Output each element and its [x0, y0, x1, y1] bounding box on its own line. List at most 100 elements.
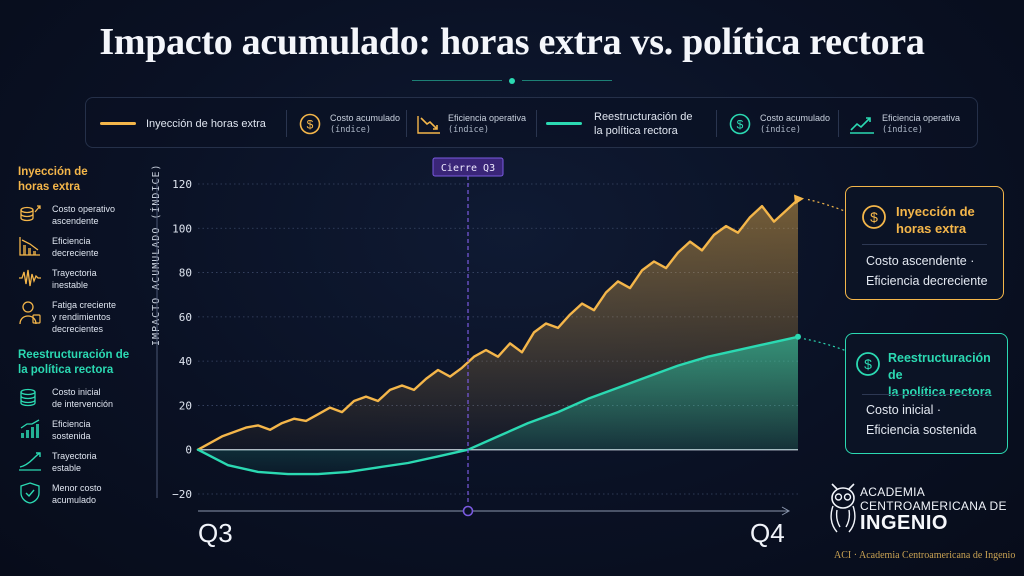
- callout-body-line: Eficiencia decreciente: [866, 274, 988, 288]
- marker-axis-dot: [462, 505, 474, 517]
- y-tick-label: −20: [172, 488, 192, 501]
- legend-series-overtime: Inyección de horas extra: [100, 98, 266, 149]
- sidebar-item-text: y rendimientos: [52, 312, 111, 322]
- title-divider: [412, 78, 612, 84]
- sidebar-heading-line: la política rectora: [18, 364, 114, 376]
- callout-divider: [862, 394, 991, 395]
- sidebar-item-text: sostenida: [52, 431, 91, 441]
- sidebar-heading-line: Inyección de: [18, 166, 88, 178]
- waveform-icon: [19, 269, 41, 287]
- legend-label: Eficiencia operativa: [448, 113, 527, 123]
- legend-label: Costo acumulado: [760, 113, 831, 123]
- legend-unit: (índice): [882, 125, 923, 135]
- sidebar-item: Eficiencia sostenida: [18, 418, 138, 442]
- sidebar-item: Costo inicial de intervención: [18, 386, 138, 410]
- series-line: [196, 198, 800, 451]
- dollar-circle-icon: $: [299, 113, 321, 134]
- callout-heading-line: horas extra: [896, 221, 967, 236]
- sidebar-item: Menor costo acumulado: [18, 482, 138, 506]
- coin-stack-up-icon: [20, 205, 41, 222]
- y-tick-label: 120: [172, 178, 192, 191]
- legend-line-teal: [546, 122, 582, 125]
- page-title: Impacto acumulado: horas extra vs. polít…: [99, 21, 925, 63]
- sidebar-item: Fatiga creciente y rendimientos decrecient…: [18, 299, 138, 335]
- brand-line: ACADEMIA: [860, 485, 926, 499]
- brand-name: INGENIO: [860, 512, 948, 534]
- callout-heading: Reestructuración de la política rectora: [888, 350, 1007, 401]
- sidebar-item-text: de intervención: [52, 399, 114, 409]
- legend-divider: [406, 110, 407, 137]
- series-end-arrow: [794, 194, 804, 205]
- sidebar-policy: Reestructuración de la política rectora …: [18, 348, 138, 506]
- sidebar-item: Trayectoria inestable: [18, 267, 138, 291]
- sidebar-item-text: ascendente: [52, 216, 99, 226]
- marker-label-box: [432, 157, 504, 177]
- owl-logo-icon: [830, 483, 856, 533]
- x-axis-start-label: Q3: [198, 518, 233, 548]
- legend-label: Reestructuración de: [594, 110, 693, 123]
- sidebar-item-text: Eficiencia: [52, 419, 91, 429]
- legend-s2-eff: Eficiencia operativa (índice): [848, 98, 960, 149]
- sidebar-item-text: Costo inicial: [52, 387, 101, 397]
- legend-divider: [838, 110, 839, 137]
- svg-text:$: $: [307, 117, 314, 131]
- dollar-circle-icon: $: [862, 205, 886, 229]
- sidebar-item-text: Trayectoria: [52, 451, 97, 461]
- callout-heading-line: Inyección de: [896, 204, 975, 219]
- series-area: [198, 336, 798, 475]
- legend-line-orange: [100, 122, 136, 125]
- brand-line: CENTROAMERICANA DE: [860, 499, 1007, 513]
- sidebar-item-text: estable: [52, 463, 82, 473]
- callout-body-line: Costo inicial ·: [866, 403, 942, 417]
- legend-series-policy: Reestructuración de la política rectora: [546, 98, 692, 149]
- brand-footer: ACI · Academia Centroamericana de Ingeni…: [834, 550, 1016, 561]
- callout-connector: [807, 198, 847, 213]
- sidebar-overtime: Inyección de horas extra Costo operativo…: [18, 165, 138, 335]
- sidebar-item-text: decrecientes: [52, 324, 104, 334]
- legend-panel: Inyección de horas extra $ Costo acumula…: [85, 97, 978, 148]
- tired-worker-icon: [19, 301, 41, 325]
- y-tick-label: 20: [179, 399, 192, 412]
- y-tick-label: 60: [179, 311, 192, 324]
- trend-up-icon: [850, 116, 874, 134]
- sidebar-item: Eficiencia decreciente: [18, 235, 138, 259]
- legend-label: Costo acumulado: [330, 113, 401, 123]
- sidebar-item-text: decreciente: [52, 248, 99, 258]
- legend-s1-cost: $ Costo acumulado (índice): [298, 98, 400, 149]
- callout-overtime: $ Inyección de horas extra Costo ascende…: [845, 186, 1004, 300]
- trend-stable-icon: [19, 452, 41, 471]
- callout-body-line: Costo ascendente ·: [866, 254, 975, 268]
- callout-policy: $ Reestructuración de la política rector…: [845, 333, 1008, 454]
- marker-label: Cierre Q3: [441, 163, 495, 174]
- sidebar-item-text: Menor costo: [52, 483, 102, 493]
- svg-text:$: $: [737, 117, 744, 131]
- sidebar-item-text: Costo operativo: [52, 204, 116, 214]
- x-axis-arrow: [781, 506, 791, 516]
- sidebar-item-text: inestable: [52, 280, 89, 290]
- coin-stack-icon: [20, 388, 36, 407]
- series-end-dot: [795, 333, 801, 340]
- dollar-circle-icon: $: [729, 113, 751, 134]
- callout-connector: [803, 338, 847, 352]
- callout-heading-line: la política rectora: [888, 385, 992, 399]
- svg-text:$: $: [864, 356, 872, 372]
- dollar-circle-icon: $: [856, 352, 880, 376]
- sidebar-heading-line: horas extra: [18, 181, 81, 193]
- legend-divider: [536, 110, 537, 137]
- sidebar-item: Costo operativo ascendente: [18, 203, 138, 227]
- shield-check-icon: [20, 482, 40, 504]
- callout-body: Costo ascendente · Eficiencia decrecient…: [866, 251, 988, 291]
- x-axis-end-label: Q4: [750, 518, 785, 548]
- legend-divider: [286, 110, 287, 137]
- series-line: [196, 335, 800, 476]
- chart-down-icon: [19, 237, 40, 256]
- y-tick-label: 80: [179, 267, 192, 280]
- y-tick-label: 40: [179, 355, 192, 368]
- y-tick-label: 100: [172, 222, 192, 235]
- sidebar-item-text: Eficiencia: [52, 236, 91, 246]
- callout-heading: Inyección de horas extra: [896, 203, 975, 237]
- legend-label: Eficiencia operativa: [882, 113, 961, 123]
- chart-up-icon: [20, 419, 40, 438]
- svg-text:$: $: [870, 209, 878, 225]
- legend-s1-eff: Eficiencia operativa (índice): [416, 98, 526, 149]
